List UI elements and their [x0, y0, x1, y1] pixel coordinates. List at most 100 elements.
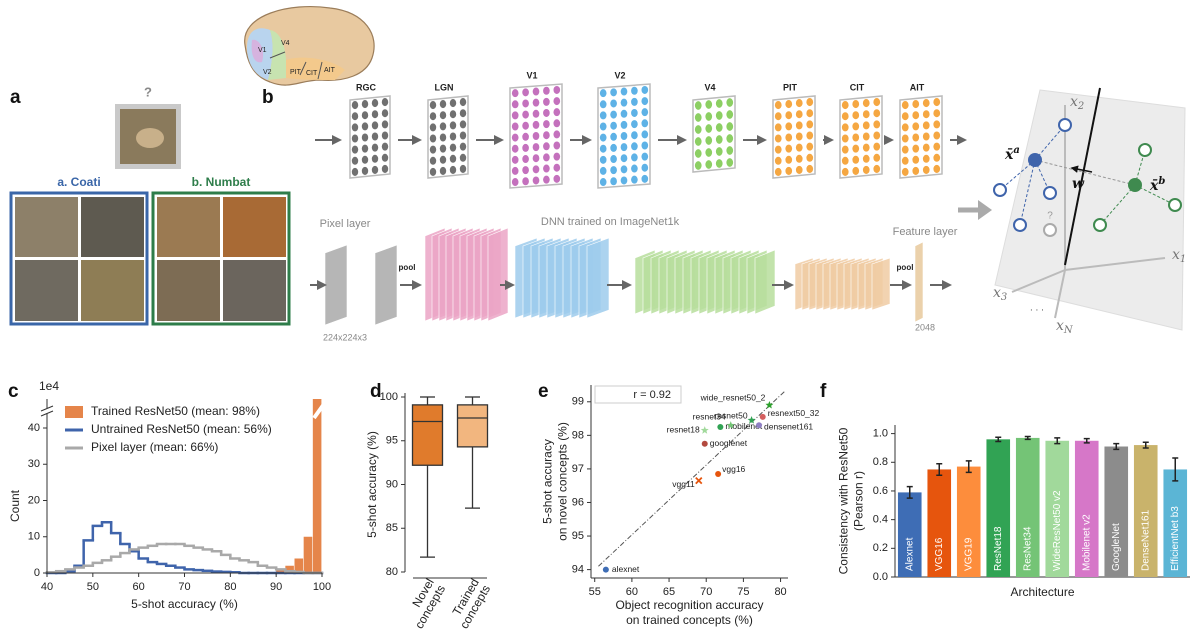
hist-bar: [285, 565, 294, 573]
unit: [774, 101, 782, 110]
unit: [429, 167, 437, 176]
unit: [715, 99, 723, 108]
unit: [795, 143, 803, 152]
unit: [532, 120, 540, 129]
unit: [381, 153, 389, 162]
axis-label: x1: [1172, 247, 1186, 265]
x-tick-label: 100: [313, 581, 331, 593]
unit: [522, 166, 529, 175]
unit: [429, 145, 437, 154]
unit: [715, 111, 723, 120]
unit: [522, 88, 529, 97]
y-axis-label: 5-shot accuracy (%): [365, 431, 379, 538]
point-label: resnet18: [667, 425, 700, 435]
support-image: [157, 260, 220, 321]
unit: [459, 142, 467, 151]
brain-label: AIT: [324, 67, 336, 74]
unit: [694, 149, 702, 158]
link: [1019, 159, 1036, 226]
bar: [897, 492, 922, 577]
unit: [631, 86, 638, 95]
error-bar: [936, 462, 943, 476]
unit: [705, 100, 713, 109]
unit: [361, 166, 369, 175]
layer-label: DNN trained on ImageNet1k: [541, 216, 680, 228]
unit: [459, 109, 467, 118]
legend-label: Trained ResNet50 (mean: 98%): [91, 404, 260, 418]
x-tick-label: 70: [178, 581, 190, 593]
unit: [610, 166, 617, 175]
unit: [806, 120, 814, 129]
layer-slab: [754, 249, 776, 315]
unit: [795, 165, 803, 174]
unit: [532, 87, 540, 96]
unit: [912, 100, 920, 109]
unit: [553, 141, 561, 150]
unit: [912, 166, 920, 175]
unit: [922, 154, 930, 163]
unit: [351, 134, 359, 143]
unit: [641, 152, 649, 161]
unit: [852, 133, 860, 142]
unit: [351, 156, 359, 165]
prototype-base: x̄: [1149, 178, 1159, 194]
link: [1034, 159, 1136, 186]
y-tick-label: 90: [386, 478, 398, 490]
unit: [715, 147, 723, 156]
unit: [610, 132, 617, 141]
point-label: resnet50: [714, 410, 747, 420]
unit: [806, 98, 814, 107]
unit: [439, 155, 447, 164]
unit: [933, 153, 941, 162]
unit: [873, 142, 881, 151]
unit: [361, 100, 369, 109]
unit: [553, 152, 561, 161]
hist-bar: [312, 399, 322, 573]
prototype-label: x̄b: [1149, 176, 1165, 195]
legend-swatch: [65, 406, 83, 418]
x-axis-label: 5-shot accuracy (%): [131, 597, 238, 611]
ellipsis: . . .: [1030, 303, 1044, 314]
axis-break-mark: [40, 405, 54, 417]
unit: [429, 123, 437, 132]
unit: [785, 122, 793, 131]
sample: [1058, 118, 1072, 132]
unit: [439, 133, 447, 142]
unit: [852, 144, 860, 153]
unit: [449, 143, 457, 152]
brain-area: [251, 39, 264, 63]
x-axis-label: Architecture: [1010, 585, 1074, 599]
unit: [459, 131, 467, 140]
unit: [726, 158, 734, 167]
unit: [862, 121, 870, 130]
axis-label: x3: [993, 285, 1007, 303]
unit: [795, 132, 803, 141]
unit: [852, 122, 860, 131]
link: [1034, 124, 1066, 161]
layer-slab: [586, 237, 610, 319]
unit: [381, 98, 389, 107]
unit: [641, 108, 649, 117]
sample: [1093, 218, 1107, 232]
unit: [511, 166, 519, 175]
unit: [511, 100, 519, 109]
unit: [429, 112, 437, 121]
support-image: [223, 260, 286, 321]
y-tick-label: 100: [380, 391, 398, 403]
unit: [912, 111, 920, 120]
layer-slab: [914, 241, 924, 323]
stage-card: [772, 95, 816, 179]
unit: [543, 142, 550, 151]
unit: [459, 153, 467, 162]
brain-label: CIT: [306, 70, 318, 77]
unit: [694, 161, 702, 170]
unit: [694, 113, 702, 122]
support-image: [15, 260, 78, 321]
point-label: vgg11: [672, 479, 695, 489]
unit: [371, 110, 379, 119]
hist-bar: [303, 536, 313, 573]
unit: [429, 134, 437, 143]
unit: [873, 98, 881, 107]
unit: [532, 143, 540, 152]
stage-card: [839, 95, 883, 179]
